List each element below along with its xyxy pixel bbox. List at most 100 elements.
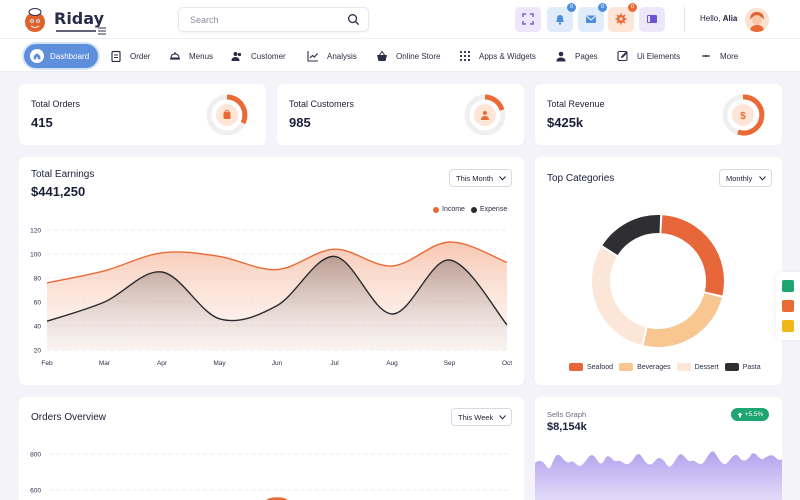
messages-badge: 0	[598, 3, 607, 12]
nav-item-customer[interactable]: Customer	[231, 44, 286, 68]
search-input[interactable]: Search	[178, 7, 369, 32]
dropdown-value: This Week	[458, 412, 494, 422]
stat-label: Total Revenue	[547, 99, 605, 109]
y-tick-label: 40	[34, 324, 42, 331]
search-icon[interactable]	[347, 13, 360, 26]
dropdown-value: This Month	[456, 173, 494, 183]
stat-value: 415	[31, 115, 53, 130]
growth-value: +5.5%	[744, 411, 764, 418]
legend-swatch	[676, 363, 691, 371]
earnings-area-chart: 20 40 60 80 100 120 Feb Mar Apr May Jun Jul Aug Sep Oc…	[30, 228, 512, 368]
x-tick-label: Oct	[502, 360, 512, 367]
messages-button[interactable]: 0	[578, 3, 607, 32]
categories-period-dropdown[interactable]: Monthly	[719, 169, 772, 187]
x-tick-label: Sep	[444, 360, 456, 367]
avatar-image	[745, 8, 769, 32]
stat-card-total-orders: Total Orders 415	[19, 84, 266, 145]
nav-item-more[interactable]: More	[700, 44, 738, 68]
legend-label: Expense	[479, 206, 508, 213]
chevron-down-icon	[759, 176, 766, 181]
side-tools-panel	[776, 272, 800, 340]
brand-logo[interactable]: Riday	[22, 5, 114, 35]
revenue-progress-ring: $	[722, 94, 765, 136]
header-divider	[684, 7, 685, 32]
donut-slice-pasta	[602, 215, 661, 256]
nav-item-ui-elements[interactable]: Ui Elements	[617, 44, 680, 68]
arrow-up-icon	[737, 412, 743, 417]
nav-item-pages[interactable]: Pages	[555, 44, 598, 68]
nav-label: Online Store	[396, 51, 441, 61]
stat-value: $425k	[547, 115, 584, 130]
nav-item-dashboard[interactable]: Dashboard	[24, 44, 98, 68]
main-navigation: Dashboard Order Menus Customer Analysis …	[0, 38, 800, 72]
sells-title: Sells Graph	[547, 410, 587, 419]
sidebar-toggle-button[interactable]	[639, 7, 665, 32]
mail-icon	[586, 15, 596, 23]
search-placeholder: Search	[190, 15, 219, 25]
stat-label: Total Customers	[289, 99, 355, 109]
bag-icon	[223, 112, 231, 119]
nav-item-order[interactable]: Order	[110, 44, 150, 68]
clipboard-icon	[111, 50, 121, 62]
nav-item-analysis[interactable]: Analysis	[307, 44, 357, 68]
grid-icon	[459, 50, 471, 62]
x-tick-label: May	[213, 360, 226, 367]
settings-button[interactable]: 0	[608, 3, 637, 32]
x-tick-label: Jul	[330, 360, 339, 367]
chevron-down-icon	[499, 176, 506, 181]
orders-progress-ring	[206, 94, 248, 136]
y-tick-label: 20	[34, 348, 42, 355]
legend-label: Dessert	[694, 363, 719, 371]
stat-card-total-customers: Total Customers 985	[277, 84, 524, 145]
avatar[interactable]	[745, 8, 769, 32]
series-area-expense	[47, 256, 507, 350]
top-header: Riday Search 0 0 0	[0, 0, 800, 38]
earnings-period-dropdown[interactable]: This Month	[449, 169, 512, 187]
nav-label: Analysis	[327, 51, 357, 61]
user-name: Alia	[722, 14, 738, 23]
nav-item-menus[interactable]: Menus	[169, 44, 213, 68]
y-tick-label: 800	[30, 452, 41, 459]
nav-label: Ui Elements	[637, 51, 681, 61]
tool-image-icon[interactable]	[782, 300, 794, 312]
fullscreen-button[interactable]	[515, 7, 541, 32]
person-icon	[483, 111, 487, 115]
y-tick-label: 600	[30, 488, 41, 495]
user-greeting: Hello, Alia	[700, 14, 737, 23]
legend-label: Beverages	[637, 363, 671, 371]
sells-amount: $8,154k	[547, 421, 587, 433]
growth-badge: +5.5%	[731, 408, 769, 421]
tool-camera-icon[interactable]	[782, 280, 794, 292]
bell-icon	[556, 15, 564, 25]
orders-bar-chart: 800 600	[30, 452, 509, 500]
stat-value: 985	[289, 115, 311, 130]
series-line-income	[46, 241, 508, 284]
plus-icon	[702, 55, 710, 57]
notifications-button[interactable]: 0	[547, 3, 576, 32]
panel-icon	[647, 15, 657, 23]
stat-card-total-revenue: Total Revenue $425k $	[535, 84, 782, 145]
x-tick-label: Mar	[99, 360, 111, 367]
legend-label: Income	[442, 206, 465, 213]
bar	[266, 497, 288, 500]
earnings-legend: Income Expense	[433, 206, 507, 213]
chart-line-icon	[307, 51, 318, 62]
legend-swatch	[724, 363, 739, 371]
legend-swatch	[433, 206, 439, 213]
brand-name: Riday	[54, 9, 104, 28]
earnings-title: Total Earnings	[31, 169, 95, 180]
orders-overview-card: Orders Overview This Week 800 600	[19, 397, 524, 500]
menu-dish-icon	[170, 52, 180, 60]
notifications-badge: 0	[567, 3, 576, 12]
nav-label: Dashboard	[50, 51, 90, 61]
nav-label: Menus	[189, 51, 214, 61]
categories-title: Top Categories	[547, 173, 615, 184]
nav-item-online-store[interactable]: Online Store	[376, 44, 440, 68]
tool-note-icon[interactable]	[782, 320, 794, 332]
orders-period-dropdown[interactable]: This Week	[451, 408, 512, 426]
nav-item-apps-widgets[interactable]: Apps & Widgets	[459, 44, 536, 68]
legend-swatch	[470, 206, 477, 213]
greeting-text: Hello,	[700, 14, 721, 23]
x-tick-label: Aug	[386, 360, 398, 367]
dropdown-value: Monthly	[726, 173, 753, 183]
